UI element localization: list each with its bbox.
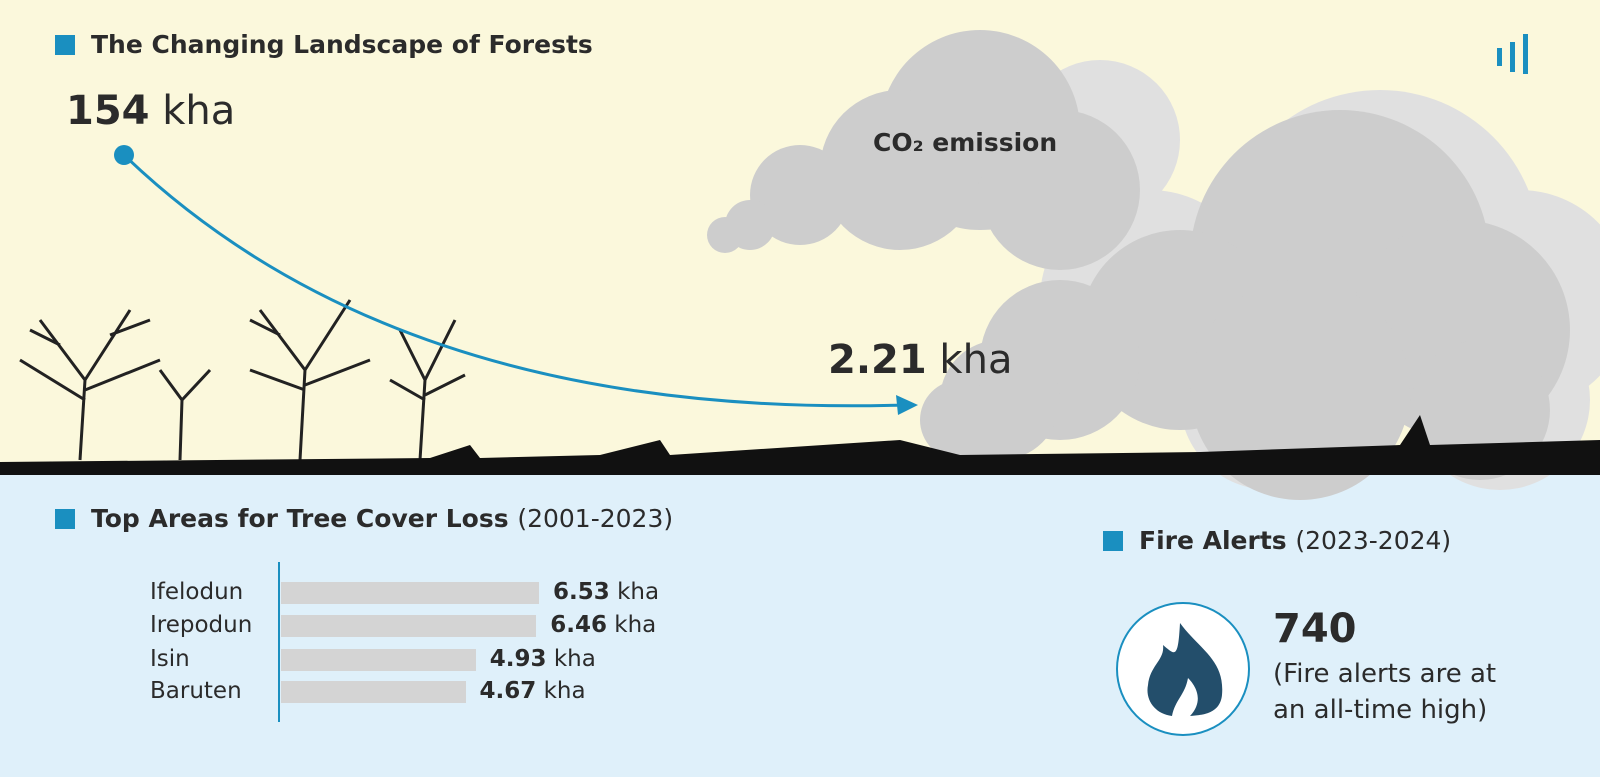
front-cloud xyxy=(707,30,1570,500)
ground xyxy=(0,415,1600,475)
bar xyxy=(281,681,466,703)
fire-title: Fire Alerts (2023-2024) xyxy=(1103,526,1451,555)
fire-note: (Fire alerts are at an all-time high) xyxy=(1273,659,1497,725)
category-label: Isin xyxy=(150,646,190,672)
value-number: 4.93 xyxy=(489,646,547,672)
cloud-label: CO₂ emission xyxy=(873,128,1058,157)
trend-arrow xyxy=(122,153,906,408)
value-number: 4.67 xyxy=(479,678,537,704)
start-dot xyxy=(114,145,134,165)
value-number: 6.53 xyxy=(553,579,610,605)
fire-period: (2023-2024) xyxy=(1295,526,1452,555)
bar xyxy=(281,649,476,671)
fire-title-text: Fire Alerts xyxy=(1139,526,1287,555)
value-label: 4.67 kha xyxy=(480,678,586,704)
arrow-head xyxy=(896,395,918,415)
logo xyxy=(1497,34,1528,74)
title-text: The Changing Landscape of Forests xyxy=(91,30,593,59)
flame-icon xyxy=(1147,623,1223,716)
bar-title: Top Areas for Tree Cover Loss (2001-2023… xyxy=(55,504,673,533)
stat-unit: kha xyxy=(939,337,1013,383)
value-label: 6.53 kha xyxy=(553,579,659,605)
bar xyxy=(281,582,539,604)
stat-unit: kha xyxy=(162,88,236,134)
category-label: Ifelodun xyxy=(150,579,244,605)
category-label: Baruten xyxy=(150,678,242,704)
end-stat: 2.21 kha xyxy=(828,337,1012,383)
value-unit: kha xyxy=(553,646,596,672)
value-label: 6.46 kha xyxy=(550,612,656,638)
trees xyxy=(19,299,466,461)
category-label: Irepodun xyxy=(150,612,253,638)
stat-value: 2.21 xyxy=(828,337,927,383)
value-label: 4.93 kha xyxy=(490,646,596,672)
bar-title-text: Top Areas for Tree Cover Loss xyxy=(91,504,509,533)
start-stat: 154 kha xyxy=(66,88,235,134)
stat-value: 154 xyxy=(66,88,150,134)
title: The Changing Landscape of Forests xyxy=(55,30,593,59)
value-unit: kha xyxy=(614,612,657,638)
value-unit: kha xyxy=(543,678,586,704)
bar xyxy=(281,615,537,637)
value-number: 6.46 xyxy=(550,612,607,638)
bar-subtitle: (2001-2023) xyxy=(517,504,674,533)
value-unit: kha xyxy=(617,579,660,605)
fire-count: 740 xyxy=(1273,606,1357,652)
